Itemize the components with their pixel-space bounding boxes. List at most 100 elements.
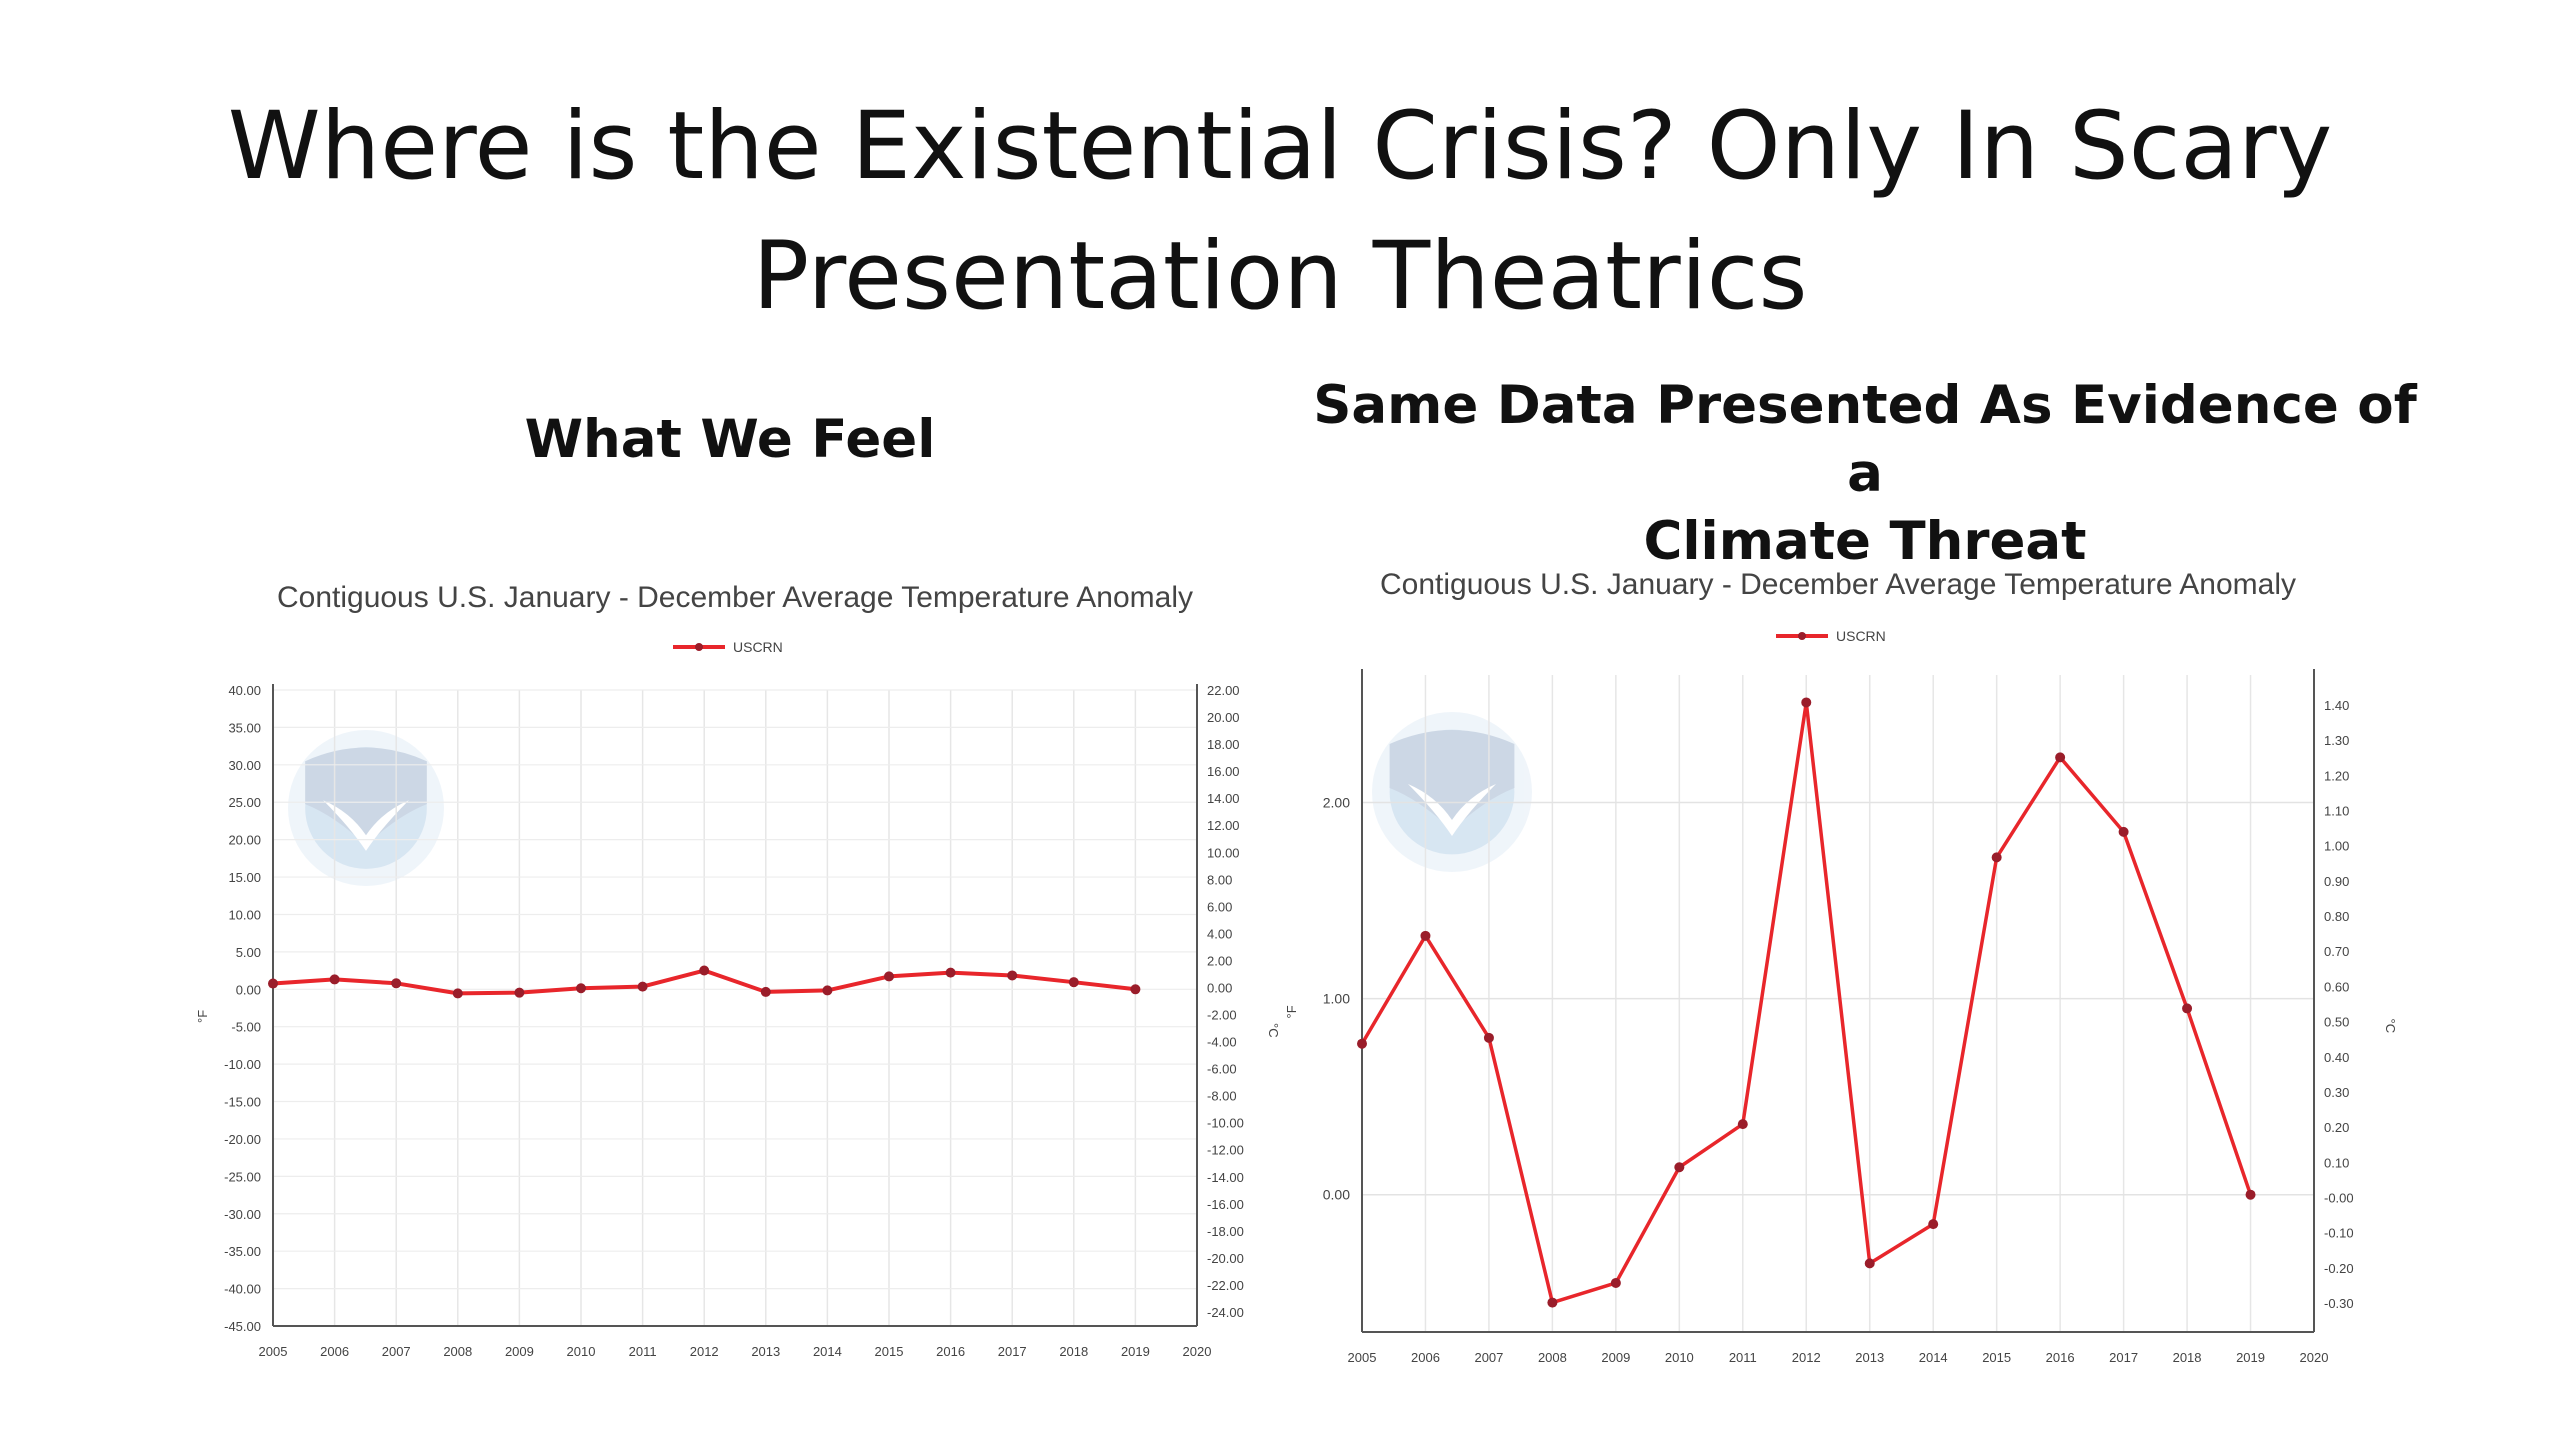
chart-left-y2-tick-label: -20.00 (1207, 1251, 1244, 1266)
chart-left-y-tick-label: -5.00 (231, 1020, 261, 1035)
chart-right-x-tick-label: 2016 (2046, 1350, 2075, 1365)
chart-right-legend-marker (1798, 632, 1806, 640)
chart-left-x-tick-label: 2010 (567, 1344, 596, 1359)
chart-right-y2-tick-label: -0.20 (2324, 1261, 2354, 1276)
chart-left-y-tick-label: 30.00 (228, 758, 261, 773)
chart-right-legend-label: USCRN (1836, 628, 1886, 644)
chart-right-y2-tick-label: 0.40 (2324, 1050, 2349, 1065)
chart-left-y2-tick-label: -4.00 (1207, 1035, 1237, 1050)
chart-left-legend-label: USCRN (733, 639, 783, 655)
chart-right-y2-tick-label: 1.40 (2324, 698, 2349, 713)
chart-left-data-point-2015 (884, 971, 894, 982)
chart-left-data-point-2016 (945, 967, 956, 978)
chart-right-y2-tick-label: 0.90 (2324, 874, 2349, 889)
chart-right-data-point-2007 (1483, 1032, 1494, 1043)
chart-right-x-tick-label: 2005 (1348, 1350, 1377, 1365)
chart-left-y2-tick-label: 12.00 (1207, 818, 1240, 833)
right-heading-line-1: Same Data Presented As Evidence of a (1313, 375, 2417, 504)
noaa-logo-gull (323, 800, 409, 851)
chart-right-y2-tick-label: 0.50 (2324, 1015, 2349, 1030)
chart-right-data-point-2017 (2118, 826, 2129, 837)
noaa-logo-ring (288, 730, 444, 886)
right-heading: Same Data Presented As Evidence of a Cli… (1300, 372, 2430, 576)
chart-right-y2-tick-label: -0.00 (2324, 1190, 2354, 1205)
chart-left-x-tick-label: 2006 (320, 1344, 349, 1359)
chart-left-y2-tick-label: 4.00 (1207, 926, 1232, 941)
chart-left-x-tick-label: 2014 (813, 1344, 842, 1359)
chart-left-y-tick-label: -45.00 (224, 1319, 261, 1334)
chart-left-y2-tick-label: -16.00 (1207, 1197, 1244, 1212)
chart-left-x-tick-label: 2020 (1183, 1344, 1212, 1359)
chart-left-y2-tick-label: 8.00 (1207, 872, 1232, 887)
chart-left-data-point-2009 (514, 987, 525, 998)
chart-right-data-point-2006 (1420, 930, 1431, 941)
noaa-logo-gull (1408, 784, 1496, 836)
chart-left-y-tick-label: 40.00 (228, 683, 261, 698)
chart-left-y-axis-label: °F (195, 1010, 210, 1023)
chart-left-x-tick-label: 2019 (1121, 1344, 1150, 1359)
left-heading-line-1: What We Feel (524, 409, 936, 470)
chart-left-data-point-2019 (1130, 984, 1141, 995)
chart-left-y-tick-label: 15.00 (228, 870, 261, 885)
chart-right-y-tick-label: 2.00 (1323, 794, 1350, 810)
chart-right-y2-tick-label: 1.10 (2324, 804, 2349, 819)
chart-right-data-point-2008 (1547, 1297, 1558, 1308)
chart-left-x-tick-label: 2009 (505, 1344, 534, 1359)
chart-right-title: Contiguous U.S. January - December Avera… (1380, 568, 2296, 601)
chart-left-y2-tick-label: -12.00 (1207, 1143, 1244, 1158)
chart-left-y2-tick-label: 14.00 (1207, 791, 1240, 806)
noaa-logo-bird (1389, 730, 1515, 831)
chart-right-data-point-2014 (1928, 1219, 1939, 1230)
chart-left-y2-tick-label: -8.00 (1207, 1089, 1237, 1104)
chart-left-data-point-2010 (576, 983, 586, 994)
chart-right-x-tick-label: 2018 (2173, 1350, 2202, 1365)
chart-right-data-point-2016 (2055, 752, 2066, 763)
chart-right-data-point-2010 (1674, 1162, 1685, 1173)
chart-right-y2-tick-label: 1.30 (2324, 733, 2349, 748)
chart-left-data-point-2007 (391, 978, 402, 989)
chart-left-y-tick-label: 0.00 (236, 982, 261, 997)
chart-right-data-point-2005 (1357, 1038, 1367, 1049)
chart-left-y-tick-label: -10.00 (224, 1057, 261, 1072)
chart-left-y2-tick-label: 22.00 (1207, 683, 1240, 698)
chart-right-x-tick-label: 2015 (1982, 1350, 2011, 1365)
chart-left-y-tick-label: -15.00 (224, 1095, 261, 1110)
chart-left-legend-marker (695, 643, 703, 651)
chart-left-x-tick-label: 2007 (382, 1344, 411, 1359)
chart-left-y2-tick-label: 10.00 (1207, 845, 1240, 860)
chart-left-y-tick-label: -25.00 (224, 1169, 261, 1184)
chart-left-x-tick-label: 2008 (443, 1344, 472, 1359)
left-heading: What We Feel (380, 406, 1080, 474)
chart-right-y-axis-label: °F (1284, 1005, 1299, 1018)
chart-right-x-tick-label: 2013 (1855, 1350, 1884, 1365)
chart-left-x-tick-label: 2015 (875, 1344, 904, 1359)
chart-right-data-point-2019 (2245, 1189, 2256, 1200)
chart-left-y2-tick-label: -22.00 (1207, 1278, 1244, 1293)
chart-left-data-point-2014 (822, 985, 833, 996)
right-heading-line-2: Climate Threat (1643, 511, 2087, 572)
chart-right-x-tick-label: 2019 (2236, 1350, 2265, 1365)
slide-title-line-2: Presentation Theatrics (752, 222, 1808, 331)
chart-right-y2-tick-label: 1.20 (2324, 768, 2349, 783)
chart-left-data-point-2006 (329, 974, 340, 985)
chart-left-y-tick-label: 10.00 (228, 907, 261, 922)
chart-right-y2-tick-label: -0.10 (2324, 1226, 2354, 1241)
chart-left-data-point-2017 (1007, 970, 1018, 981)
chart-right-data-point-2011 (1737, 1119, 1748, 1130)
chart-right-x-tick-label: 2012 (1792, 1350, 1821, 1365)
chart-left-y-tick-label: 5.00 (236, 945, 261, 960)
chart-left-y-tick-label: -20.00 (224, 1132, 261, 1147)
chart-left-y2-tick-label: 16.00 (1207, 764, 1240, 779)
chart-left-y-tick-label: 25.00 (228, 795, 261, 810)
chart-left-y2-tick-label: -18.00 (1207, 1224, 1244, 1239)
chart-right-y2-tick-label: 0.30 (2324, 1085, 2349, 1100)
chart-right-y2-axis-label: °C (2383, 1019, 2398, 1034)
chart-left-y2-tick-label: 18.00 (1207, 737, 1240, 752)
chart-right-y2-tick-label: 0.80 (2324, 909, 2349, 924)
chart-left-y2-tick-label: -10.00 (1207, 1116, 1244, 1131)
chart-right-x-tick-label: 2008 (1538, 1350, 1567, 1365)
chart-left-x-tick-label: 2011 (629, 1344, 657, 1359)
chart-left-title: Contiguous U.S. January - December Avera… (277, 581, 1193, 614)
chart-right-y-tick-label: 0.00 (1323, 1187, 1350, 1203)
